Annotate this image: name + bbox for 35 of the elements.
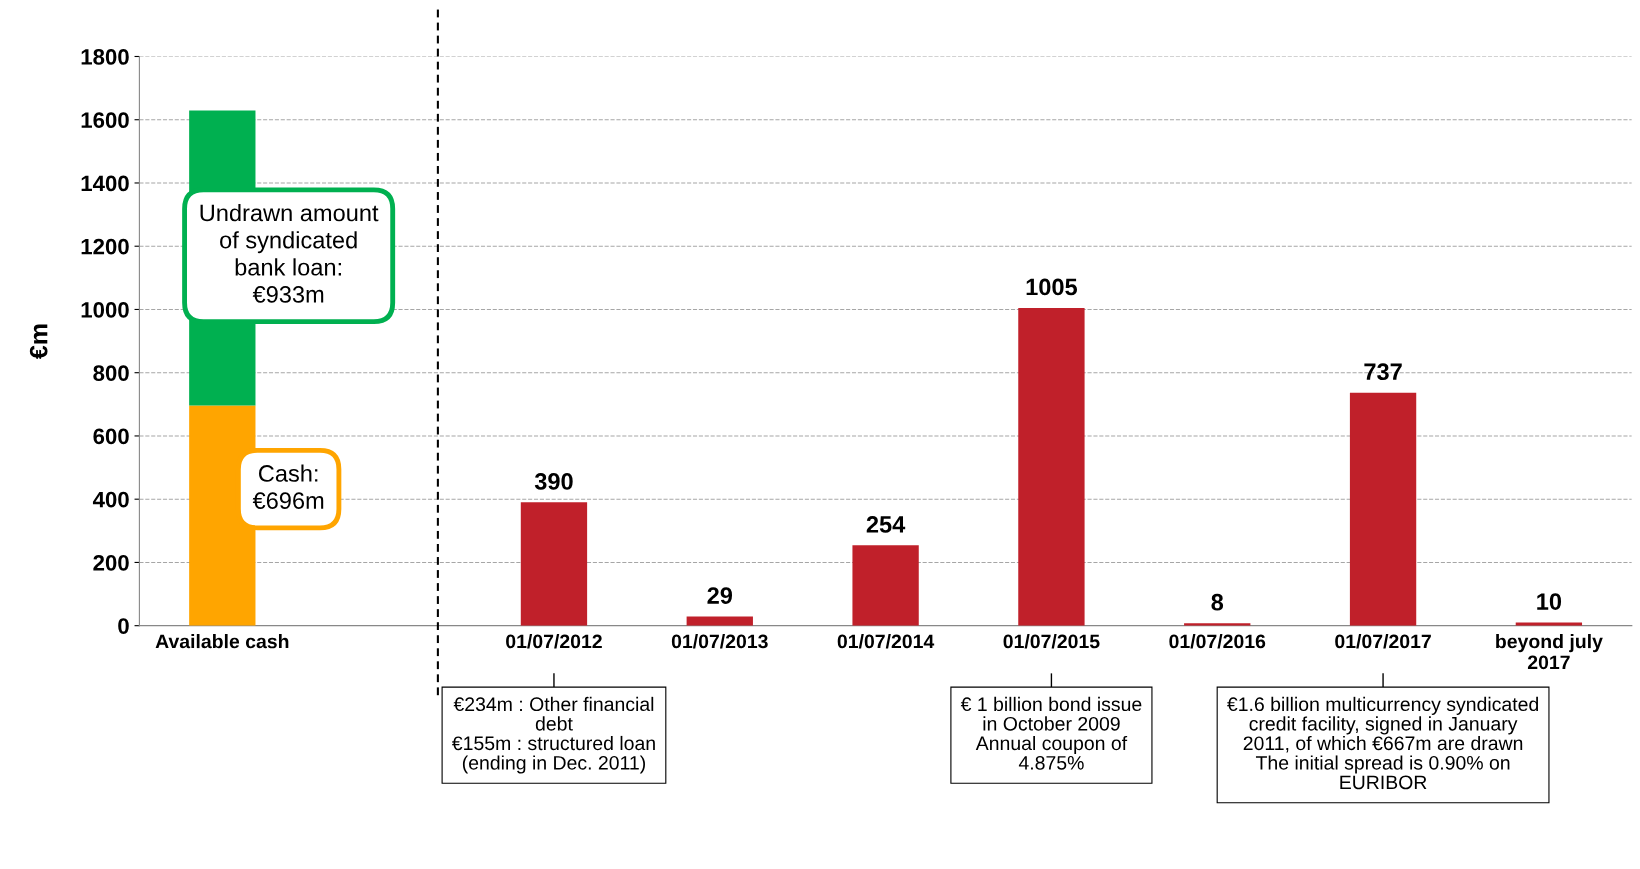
data-label: 737 — [1364, 363, 1402, 381]
x-tick-label: 01/07/2012 — [506, 634, 602, 649]
bar — [852, 545, 919, 626]
data-label: 254 — [866, 516, 906, 533]
bar — [520, 502, 588, 626]
annotation: €234m : Other financial debt €155m : structured loan (ending in Dec. 2011) — [451, 696, 655, 774]
y-tick-label: 200 — [93, 554, 129, 571]
y-tick-label: 400 — [92, 491, 129, 508]
data-label: 10 — [1537, 593, 1562, 610]
data-label: 390 — [534, 473, 573, 490]
data-label: 29 — [707, 587, 733, 604]
bar — [1018, 307, 1085, 626]
x-tick-label: beyond july 2017 — [1496, 634, 1603, 670]
x-tick-label: 01/07/2016 — [1169, 634, 1266, 649]
y-tick-label: 600 — [93, 428, 129, 445]
annotation: Undrawn amount of syndicated bank loan: €933m — [200, 203, 379, 303]
y-tick-label: 1400 — [81, 175, 129, 192]
bar — [1349, 392, 1417, 626]
y-axis-title: €m — [29, 324, 48, 360]
y-tick-label: 1000 — [81, 302, 129, 318]
data-label: 8 — [1211, 593, 1224, 611]
y-tick-label: 1800 — [81, 49, 129, 65]
annotation: € 1 billion bond issue in October 2009 Annual coupon of 4.875% — [960, 696, 1142, 770]
x-tick-label: 01/07/2014 — [837, 634, 935, 649]
annotation: Cash: €696m — [252, 464, 324, 509]
y-tick-label: 1200 — [81, 238, 129, 255]
y-tick-label: 800 — [93, 365, 129, 381]
annotation: €1.6 billion multicurrency syndicated credit facility, signed in January 2011, of which €667m are drawn The initial spread is 0.90% on EURIBOR — [1227, 696, 1538, 790]
y-tick-label: 1600 — [81, 112, 129, 128]
x-tick-label: Available cash — [155, 634, 289, 649]
y-tick-label: 0 — [118, 618, 129, 634]
x-tick-label: 01/07/2013 — [671, 634, 768, 649]
x-tick-label: 01/07/2017 — [1335, 634, 1431, 649]
data-label: 1005 — [1026, 278, 1078, 296]
x-tick-label: 01/07/2015 — [1003, 634, 1100, 649]
